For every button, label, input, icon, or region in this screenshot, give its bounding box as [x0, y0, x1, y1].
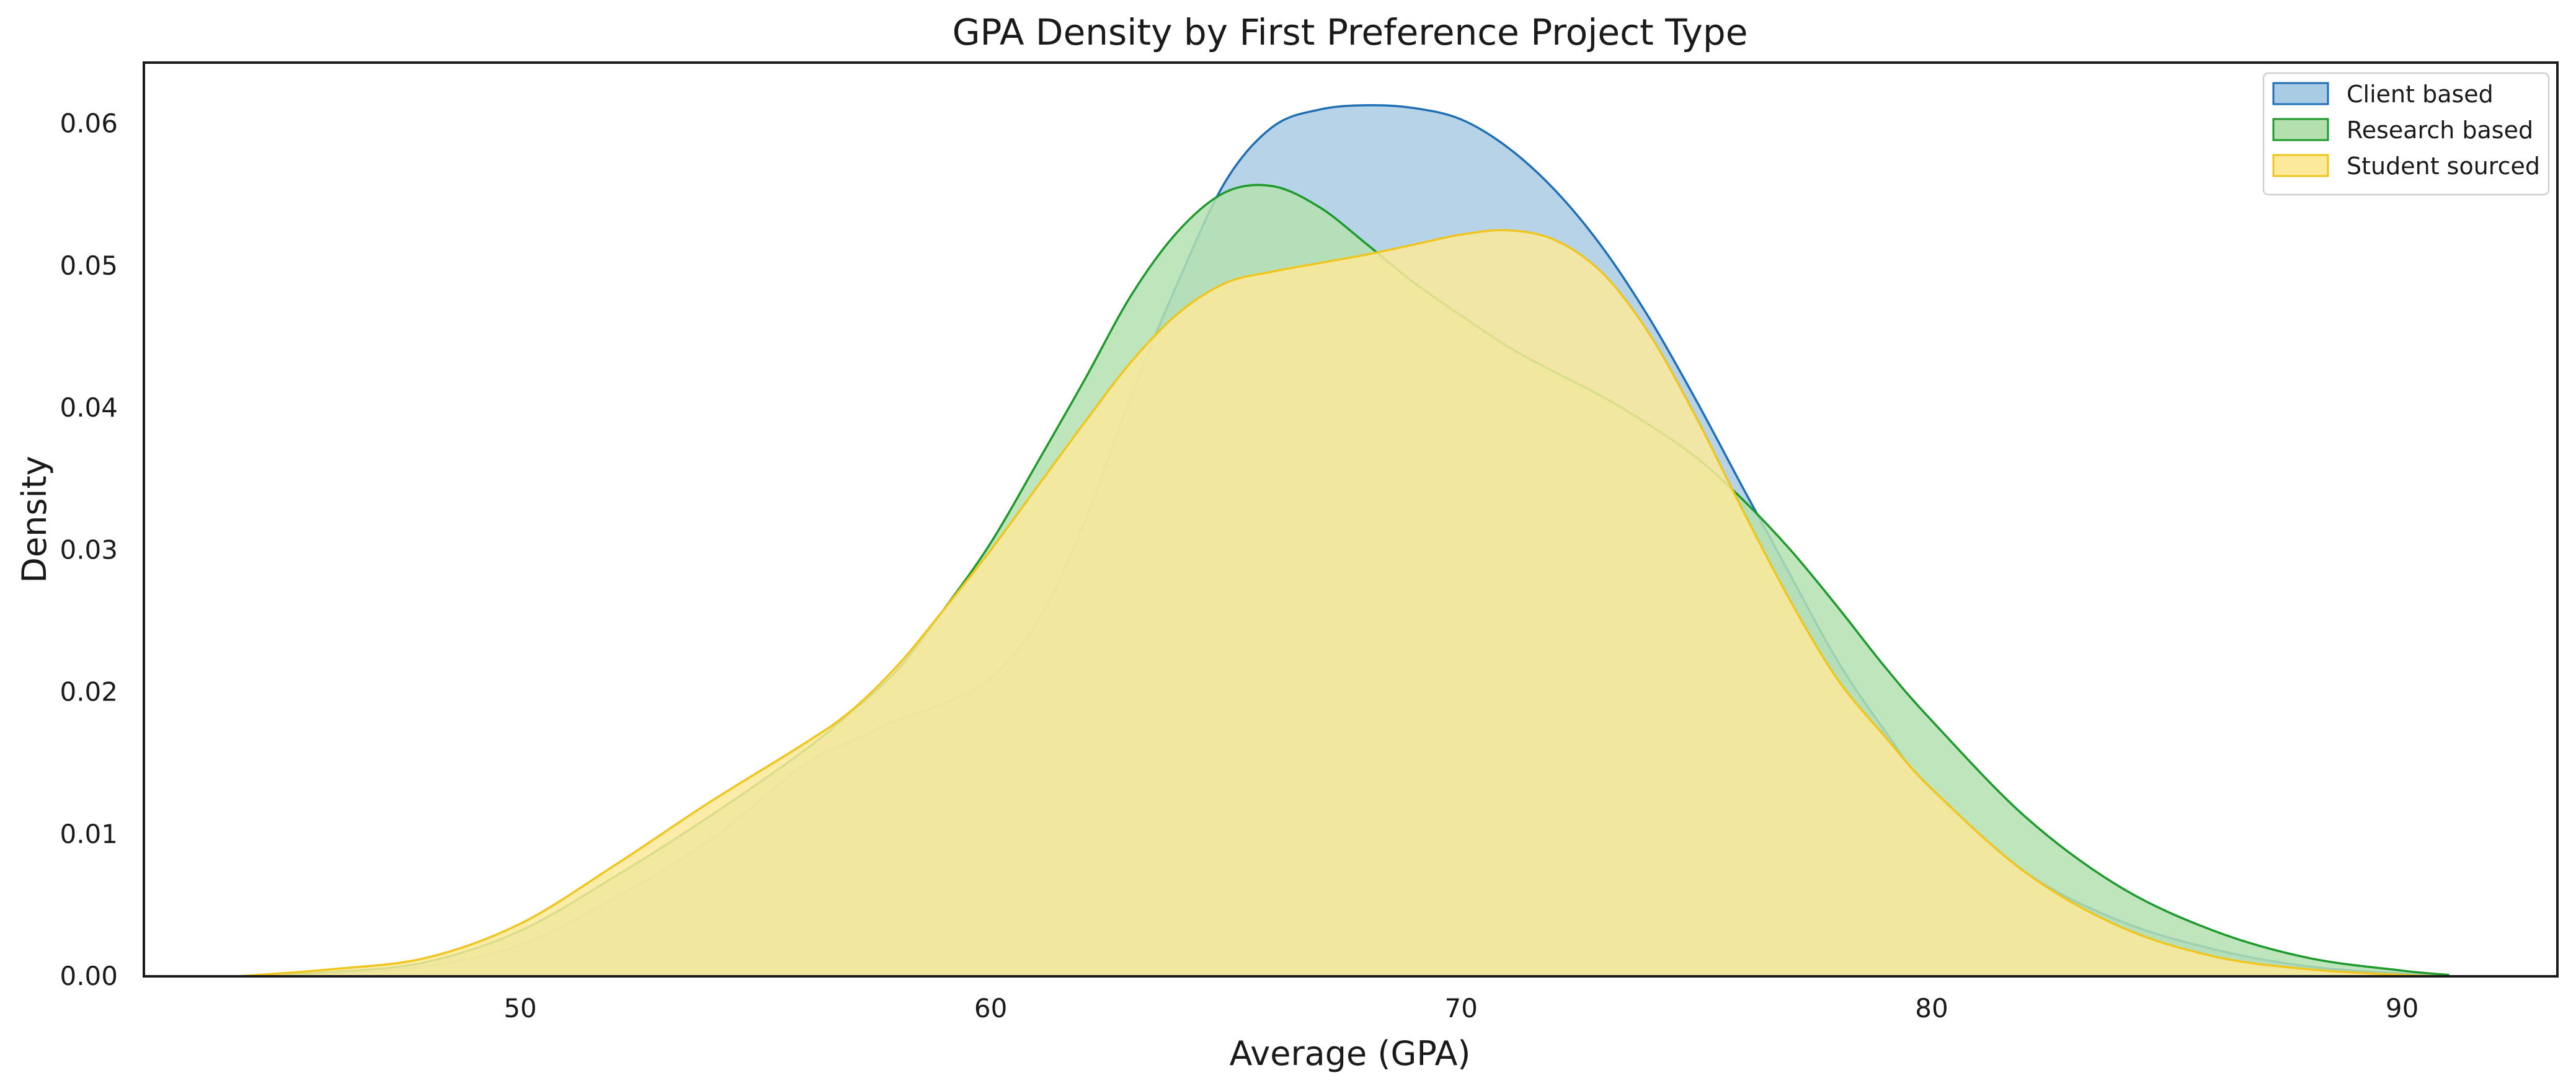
density-area-student-sourced — [238, 230, 2449, 976]
ticks-layer: 50 60 70 80 90 0.00 0.01 0.02 0.03 0.04 0.05 0.06 — [60, 108, 2418, 1023]
legend-label: Client based — [2347, 81, 2494, 108]
legend-label: Research based — [2347, 117, 2533, 144]
legend-box — [2262, 72, 2550, 196]
x-tick-label: 90 — [2386, 993, 2418, 1023]
legend-swatch — [2272, 82, 2329, 105]
chart-title: GPA Density by First Preference Project … — [953, 11, 1748, 53]
y-tick-label: 0.03 — [60, 534, 118, 565]
y-tick-label: 0.05 — [60, 250, 118, 281]
y-tick-label: 0.00 — [60, 961, 118, 991]
x-tick-label: 70 — [1445, 993, 1478, 1023]
y-axis-label: Density — [15, 456, 54, 583]
x-tick-label: 50 — [504, 993, 536, 1023]
y-tick-label: 0.01 — [60, 819, 118, 849]
legend-swatch — [2272, 118, 2329, 141]
legend-label: Student sourced — [2347, 152, 2540, 180]
legend-swatch — [2272, 154, 2329, 177]
x-axis-label: Average (GPA) — [1230, 1034, 1471, 1073]
series-layer — [238, 104, 2449, 978]
y-tick-label: 0.06 — [60, 108, 118, 139]
plot-frame — [143, 61, 2559, 978]
y-tick-label: 0.04 — [60, 392, 118, 423]
legend: Client based Research based Student source… — [2262, 72, 2550, 196]
y-tick-label: 0.02 — [60, 677, 118, 707]
x-tick-label: 80 — [1915, 993, 1948, 1023]
density-line-student-sourced — [238, 229, 2449, 978]
x-tick-label: 60 — [974, 993, 1007, 1023]
